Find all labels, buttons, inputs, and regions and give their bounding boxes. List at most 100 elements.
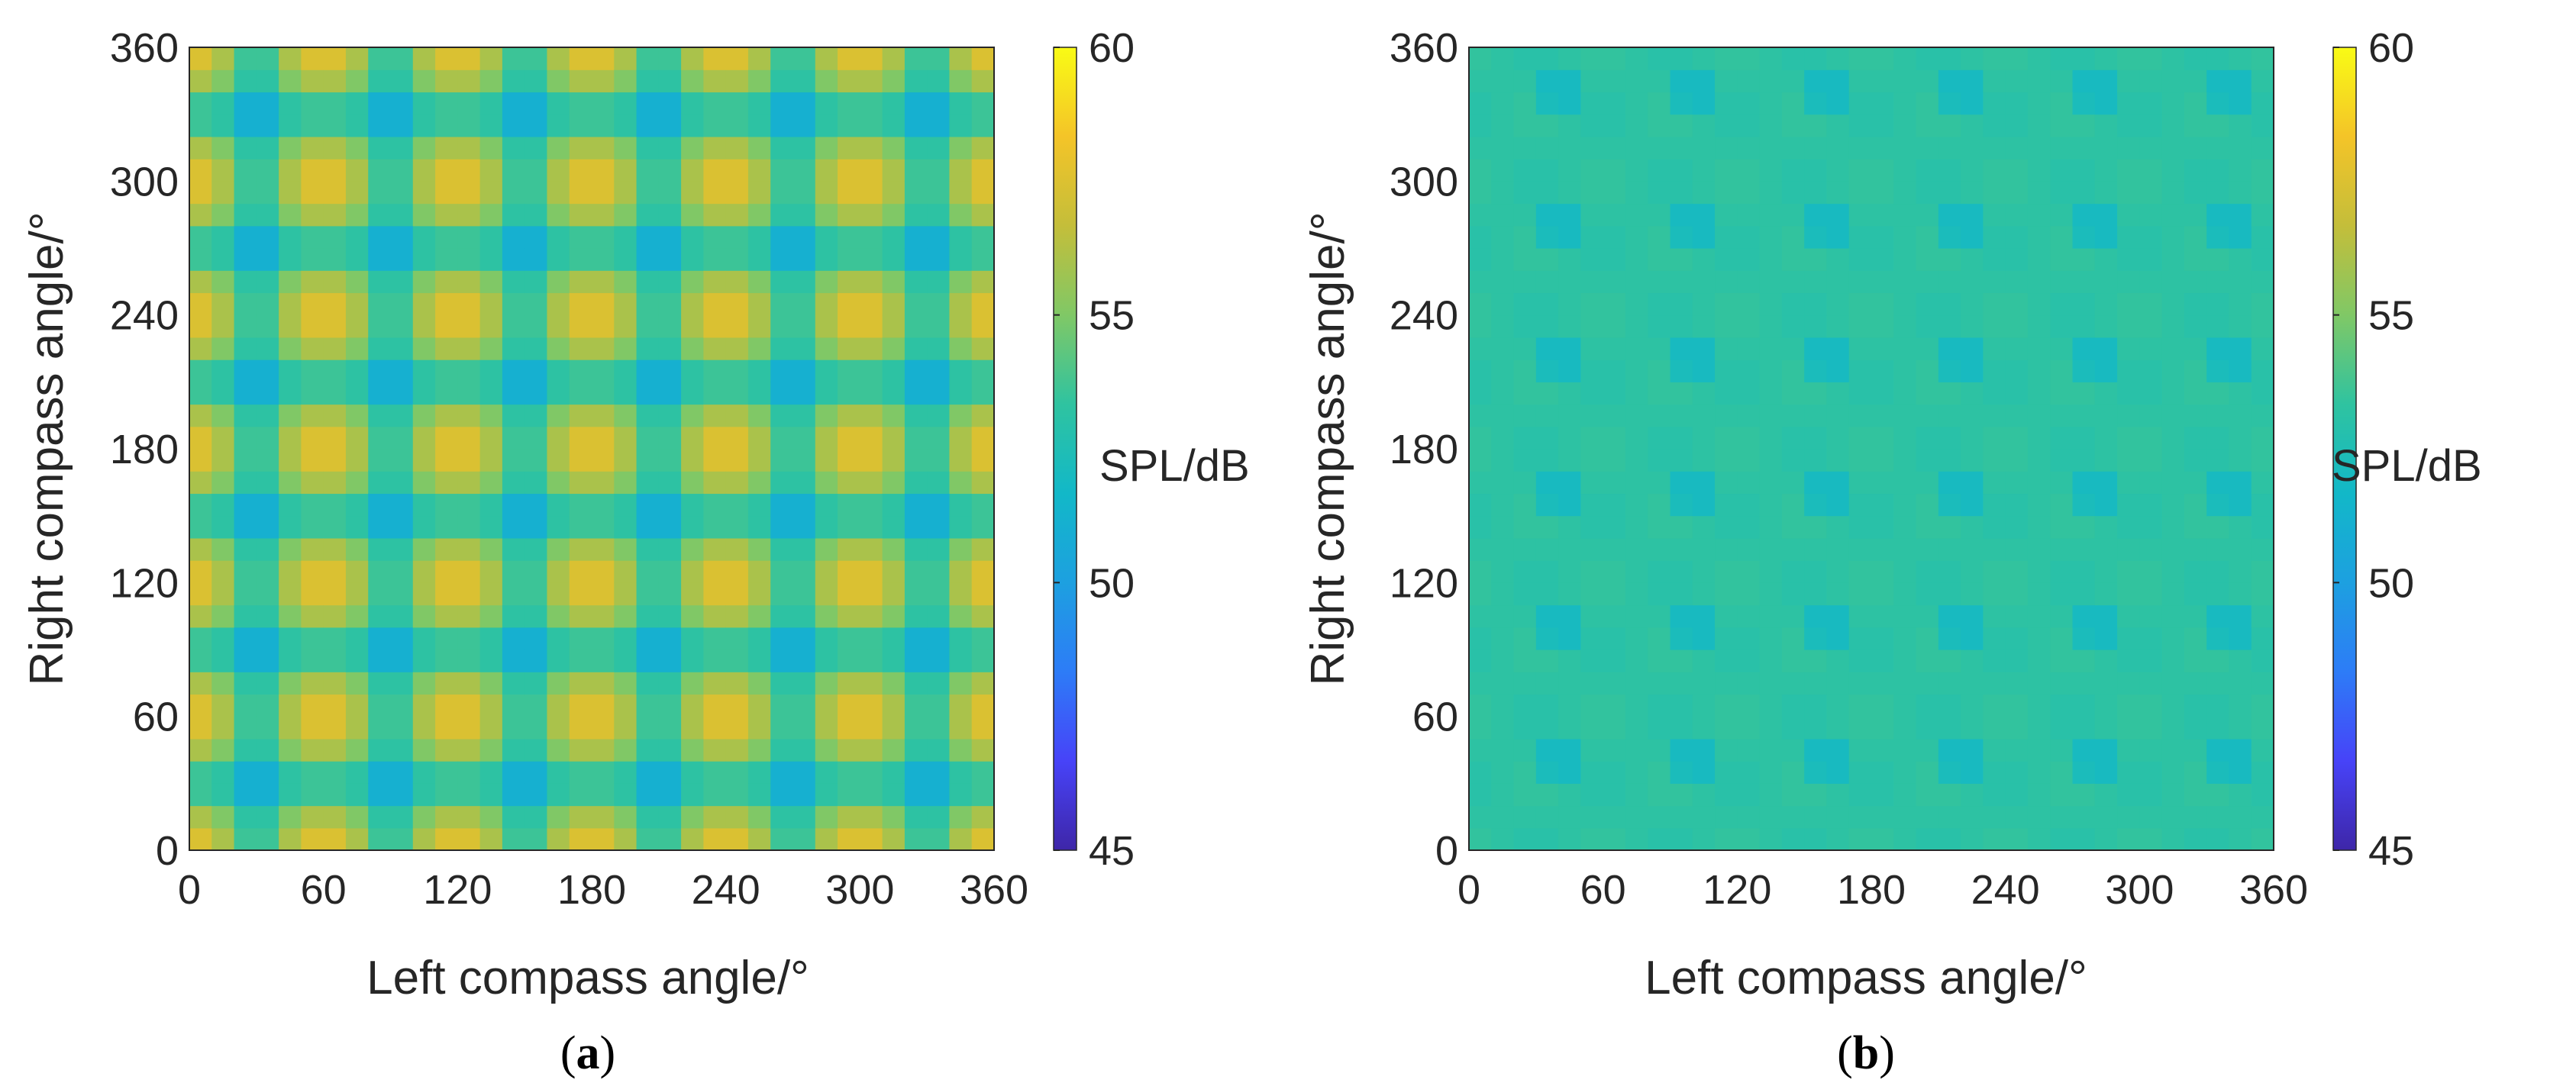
heatmap-cell [2027, 582, 2051, 606]
heatmap-cell [2229, 493, 2252, 517]
heatmap-cell [301, 225, 324, 249]
heatmap-cell [234, 337, 257, 360]
heatmap-cell [412, 159, 436, 182]
heatmap-cell [569, 716, 592, 740]
heatmap-cell [2229, 270, 2252, 294]
heatmap-cell [681, 181, 704, 205]
heatmap-cell [2161, 337, 2185, 360]
heatmap-cell [1737, 449, 1761, 472]
heatmap-cell [636, 136, 660, 160]
heatmap-cell [2005, 404, 2029, 427]
colorbar-tick-label: 60 [1089, 25, 1135, 71]
heatmap-cell [2139, 761, 2163, 784]
heatmap-cell [1558, 471, 1581, 495]
heatmap-cell [1715, 604, 1738, 628]
heatmap-cell [770, 270, 794, 294]
heatmap-cell [2161, 560, 2185, 583]
heatmap-cell [658, 359, 682, 382]
heatmap-cell [569, 493, 592, 517]
heatmap-cell [2072, 92, 2096, 115]
heatmap-cell [725, 359, 749, 382]
heatmap-cell [2184, 248, 2207, 271]
heatmap-cell [614, 649, 638, 672]
heatmap-cell [614, 159, 638, 182]
heatmap-cell [1715, 382, 1738, 405]
heatmap-cell [681, 471, 704, 495]
heatmap-cell [301, 761, 324, 784]
heatmap-cell [1648, 92, 1671, 115]
heatmap-cells-a [189, 47, 995, 851]
heatmap-cell [725, 136, 749, 160]
heatmap-cell [1983, 426, 2006, 450]
heatmap-cell [592, 270, 615, 294]
heatmap-cell [636, 203, 660, 227]
heatmap-cell [234, 359, 257, 382]
heatmap-cell [279, 114, 302, 137]
heatmap-cell [725, 827, 749, 851]
heatmap-cell [256, 449, 279, 472]
heatmap-cell [1804, 47, 1828, 70]
heatmap-cell [435, 181, 458, 205]
heatmap-cell [681, 404, 704, 427]
heatmap-cell [2094, 649, 2118, 672]
heatmap-cell [1759, 337, 1783, 360]
heatmap-cell [2005, 114, 2029, 137]
heatmap-cell [2117, 627, 2140, 650]
heatmap-cell [301, 69, 324, 93]
heatmap-cell [323, 382, 347, 405]
heatmap-cell [279, 359, 302, 382]
heatmap-cell [2027, 225, 2051, 249]
heatmap-cell [189, 159, 212, 182]
heatmap-cell [658, 827, 682, 851]
heatmap-cell [368, 270, 392, 294]
heatmap-cell [636, 627, 660, 650]
heatmap-cell [770, 471, 794, 495]
heatmap-cell [1961, 69, 1984, 93]
heatmap-cell [234, 471, 257, 495]
heatmap-cell [1893, 560, 1917, 583]
heatmap-cell [703, 159, 727, 182]
heatmap-cell [1871, 627, 1894, 650]
heatmap-cell [569, 805, 592, 829]
heatmap-cell [234, 248, 257, 271]
heatmap-cell [1737, 493, 1761, 517]
heatmap-cell [1737, 181, 1761, 205]
heatmap-cell [1625, 203, 1648, 227]
heatmap-cell [2117, 404, 2140, 427]
heatmap-cell [1558, 537, 1581, 561]
heatmap-cell [1603, 761, 1626, 784]
heatmap-cell [614, 404, 638, 427]
heatmap-cell [279, 694, 302, 717]
heatmap-cell [502, 493, 525, 517]
heatmap-cell [904, 382, 928, 405]
heatmap-cell [1625, 694, 1648, 717]
heatmap-cell [614, 761, 638, 784]
heatmap-cell [1938, 537, 1961, 561]
heatmap-cell [1603, 92, 1626, 115]
heatmap-cell [2027, 515, 2051, 539]
heatmap-cell [860, 159, 883, 182]
heatmap-cell [636, 560, 660, 583]
heatmap-cell [681, 292, 704, 316]
heatmap-cell [2117, 649, 2140, 672]
heatmap-cell [301, 560, 324, 583]
heatmap-cell [435, 136, 458, 160]
heatmap-cell [927, 181, 951, 205]
heatmap-cell [770, 672, 794, 695]
heatmap-cell [547, 181, 570, 205]
heatmap-cell [614, 292, 638, 316]
heatmap-cell [1737, 47, 1761, 70]
heatmap-cell [368, 181, 392, 205]
heatmap-cell [904, 604, 928, 628]
heatmap-cell [703, 47, 727, 70]
heatmap-cell [1826, 827, 1850, 851]
heatmap-cell [1558, 560, 1581, 583]
heatmap-cell [1826, 783, 1850, 807]
heatmap-cell [234, 672, 257, 695]
heatmap-cell [368, 159, 392, 182]
heatmap-cell [412, 92, 436, 115]
heatmap-cell [1469, 761, 1492, 784]
heatmap-cell [525, 761, 548, 784]
heatmap-cell [1648, 159, 1671, 182]
heatmap-cell [256, 382, 279, 405]
